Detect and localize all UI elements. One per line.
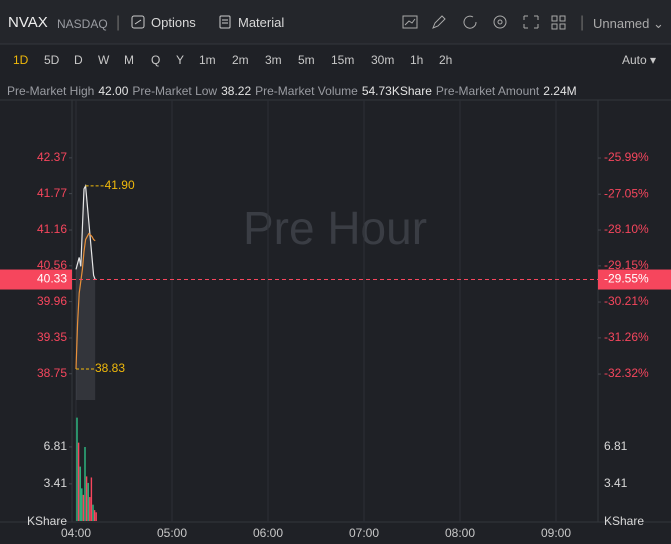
options-button[interactable]: Options <box>151 15 196 30</box>
timeframe-button[interactable]: 2m <box>232 53 249 67</box>
volume-tick-label: 6.81 <box>604 439 628 453</box>
y-tick-label: 39.35 <box>37 330 67 344</box>
stat-value: 54.73KShare <box>361 84 432 98</box>
timeframe-button[interactable]: Q <box>151 53 161 67</box>
timeframe-button[interactable]: 2h <box>439 53 453 67</box>
stat-label: Pre-Market High <box>7 84 95 98</box>
timeframe-button[interactable]: 1m <box>199 53 216 67</box>
stats-line: Pre-Market High 42.00 Pre-Market Low 38.22 P… <box>7 84 581 98</box>
timeframe-button[interactable]: 5D <box>44 53 60 67</box>
volume-bar <box>90 477 93 521</box>
y2-tick-label: -25.99% <box>604 150 649 164</box>
volume-bar <box>87 482 89 521</box>
price-area <box>76 185 96 400</box>
volume-tick-label: 6.81 <box>44 439 68 453</box>
x-tick-label: 05:00 <box>157 526 187 540</box>
timeframe-button[interactable]: 1D <box>13 53 29 67</box>
symbol[interactable]: NVAX <box>8 14 48 31</box>
average-line <box>75 232 96 370</box>
volume-bar <box>84 447 86 521</box>
layout-name: Unnamed <box>593 16 650 31</box>
options-icon <box>131 15 145 29</box>
timeframe-button[interactable]: D <box>74 53 83 67</box>
current-price-box <box>0 269 72 290</box>
y-tick-label: 39.96 <box>37 294 67 308</box>
timeframe-button[interactable]: 3m <box>265 53 282 67</box>
x-tick-label: 09:00 <box>541 526 571 540</box>
timeframe-button[interactable]: W <box>98 53 110 67</box>
volume-bar <box>76 417 78 521</box>
timeframe-button[interactable]: 1h <box>410 53 424 67</box>
y2-tick-label: -30.21% <box>604 294 649 308</box>
timeframe-bar: 1D 5D D W M Q Y 1m 2m 3m 5m 15m 30m 1h 2h <box>0 53 671 69</box>
volume-tick-label: 3.41 <box>604 476 628 490</box>
volume-bar <box>89 497 91 521</box>
x-tick-label: 04:00 <box>61 526 91 540</box>
stat-value: 38.22 <box>221 84 252 98</box>
timeframe-button[interactable]: 30m <box>371 53 395 67</box>
material-button[interactable]: Material <box>238 15 285 30</box>
volume-bar <box>92 504 94 521</box>
stat-value: 2.24M <box>543 84 577 98</box>
x-tick-label: 08:00 <box>445 526 475 540</box>
auto-select[interactable]: Auto ▾ <box>622 53 657 67</box>
annotation-label: 38.83 <box>95 361 125 375</box>
separator: | <box>580 14 585 31</box>
timeframe-button[interactable]: Y <box>176 53 185 67</box>
volume-tick-label: 3.41 <box>44 476 68 490</box>
material-icon <box>219 15 231 29</box>
volume-bar <box>79 466 81 521</box>
x-tick-label: 06:00 <box>253 526 283 540</box>
stat-value: 42.00 <box>98 84 129 98</box>
layout-select[interactable]: Unnamed ⌄ <box>593 16 664 31</box>
y-tick-label: 40.56 <box>37 258 67 272</box>
y2-tick-label: -32.32% <box>604 366 649 380</box>
y-tick-label: 42.37 <box>37 150 67 164</box>
stat-label: Pre-Market Low <box>132 84 218 98</box>
toolbar-bg <box>0 0 671 44</box>
annotation-label: 41.90 <box>105 178 135 192</box>
separator: | <box>116 14 121 31</box>
timeframe-button[interactable]: 5m <box>298 53 315 67</box>
y-tick-label: 41.16 <box>37 222 67 236</box>
current-percent-box <box>598 269 671 290</box>
y2-tick-label: -28.10% <box>604 222 649 236</box>
current-price-label: 40.33 <box>37 272 67 286</box>
y-tick-label: 38.75 <box>37 366 67 380</box>
stat-label: Pre-Market Volume <box>255 84 358 98</box>
stat-label: Pre-Market Amount <box>435 84 540 98</box>
y-tick-label: 41.77 <box>37 186 67 200</box>
volume-unit: KShare <box>27 514 67 528</box>
volume-bar <box>77 442 80 521</box>
tool-icons[interactable] <box>402 14 572 32</box>
volume-bar <box>82 494 85 521</box>
volume-bar <box>81 488 83 521</box>
timeframe-button[interactable]: 15m <box>331 53 355 67</box>
y2-tick-label: -29.15% <box>604 258 649 272</box>
volume-bar <box>85 476 88 521</box>
exchange: NASDAQ <box>57 17 108 31</box>
auto-label: Auto <box>622 53 647 67</box>
watermark: Pre Hour <box>243 202 427 254</box>
volume-bar <box>93 510 96 521</box>
x-tick-label: 07:00 <box>349 526 379 540</box>
current-percent-label: -29.55% <box>604 272 649 286</box>
y2-tick-label: -31.26% <box>604 330 649 344</box>
volume-bar <box>95 512 97 521</box>
volume-unit: KShare <box>604 514 644 528</box>
timeframe-button[interactable]: M <box>124 53 134 67</box>
y2-tick-label: -27.05% <box>604 186 649 200</box>
